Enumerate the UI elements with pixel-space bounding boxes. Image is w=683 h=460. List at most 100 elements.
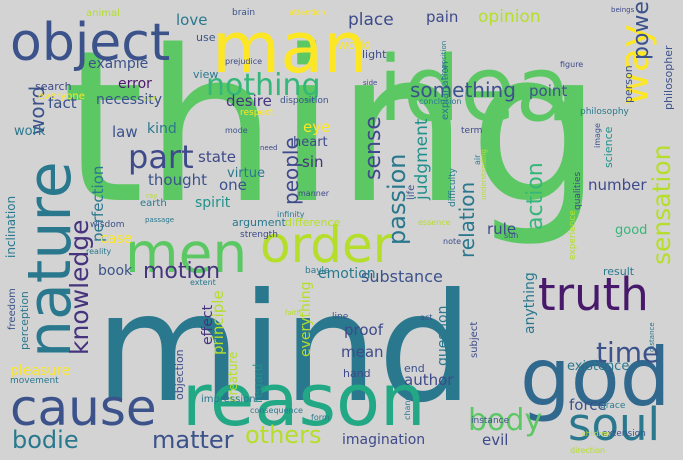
word-case: case bbox=[100, 231, 132, 247]
word-term: term bbox=[461, 126, 482, 136]
word-word: word bbox=[25, 86, 49, 135]
word-grace: grace bbox=[600, 401, 626, 411]
word-disposition: disposition bbox=[280, 96, 329, 106]
word-impression: impression bbox=[201, 394, 256, 405]
word-matter: matter bbox=[152, 426, 234, 454]
word-prejudice: prejudice bbox=[225, 57, 262, 66]
word-motion: motion bbox=[143, 259, 220, 284]
word-virtue: virtue bbox=[227, 166, 265, 181]
word-manner: manner bbox=[298, 189, 330, 198]
word-anything: anything bbox=[522, 272, 538, 334]
word-one: one bbox=[219, 176, 247, 194]
word-necessity: necessity bbox=[96, 92, 162, 108]
word-knowledge: knowledge bbox=[65, 219, 94, 355]
word-image: image bbox=[593, 123, 602, 148]
word-force: force bbox=[569, 396, 607, 414]
word-action: action bbox=[523, 162, 548, 230]
word-figure: figure bbox=[560, 60, 583, 69]
word-opinion: opinion bbox=[478, 7, 541, 27]
word-subject: subject bbox=[469, 322, 480, 358]
word-extent: extent bbox=[190, 278, 216, 287]
word-reason: reason bbox=[182, 358, 426, 442]
word-freedom: freedom bbox=[7, 288, 18, 330]
word-sort: sort bbox=[143, 95, 157, 103]
word-thought: thought bbox=[148, 171, 207, 189]
word-state: state bbox=[198, 148, 236, 166]
word-man: man bbox=[212, 7, 367, 89]
word-soul: soul bbox=[568, 398, 660, 451]
word-conclusion: conclusion bbox=[419, 97, 461, 106]
word-evil: evil bbox=[482, 431, 508, 449]
word-beings: beings bbox=[611, 6, 635, 14]
word-air: air bbox=[473, 154, 482, 165]
word-everyone: everyone bbox=[38, 91, 85, 102]
word-objection: objection bbox=[173, 349, 186, 400]
word-result: result bbox=[603, 265, 635, 278]
word-mode: mode bbox=[225, 126, 248, 135]
word-understanding: understanding bbox=[480, 149, 488, 200]
word-consequence: consequence bbox=[250, 406, 303, 415]
word-order: order bbox=[260, 216, 394, 274]
word-form: form bbox=[311, 413, 330, 422]
word-line: line bbox=[332, 312, 349, 322]
word-bayle: bayle bbox=[305, 266, 330, 276]
word-principle: principle bbox=[209, 290, 227, 355]
word-question: question bbox=[435, 306, 451, 366]
word-desire: desire bbox=[226, 92, 272, 110]
word-philosopher: philosopher bbox=[662, 45, 675, 110]
word-effect: effect bbox=[200, 304, 216, 345]
word-pain: pain bbox=[426, 8, 458, 26]
word-cause: cause bbox=[10, 379, 157, 437]
word-god: god bbox=[520, 331, 671, 424]
word-men: men bbox=[125, 221, 247, 285]
word-love: love bbox=[176, 11, 207, 29]
word-animal: animal bbox=[86, 8, 120, 19]
word-author: author bbox=[404, 371, 454, 389]
word-extension: extension bbox=[602, 429, 646, 439]
word-movement: movement bbox=[10, 376, 59, 386]
word-attention: attention bbox=[289, 8, 326, 17]
word-side: side bbox=[363, 79, 377, 87]
word-regard: regard bbox=[251, 364, 265, 403]
word-difficulty: difficulty bbox=[448, 167, 458, 207]
word-difference: difference bbox=[285, 216, 340, 229]
word-idea: idea bbox=[378, 37, 571, 142]
word-thing: thing bbox=[62, 5, 602, 250]
word-passion: passion bbox=[383, 153, 411, 245]
word-law: law bbox=[112, 123, 138, 141]
word-truth: truth bbox=[538, 268, 649, 321]
word-imagination: imagination bbox=[342, 432, 425, 448]
word-argument: argument bbox=[232, 216, 286, 229]
word-science: science bbox=[602, 126, 615, 168]
word-perception: perception bbox=[18, 291, 31, 350]
word-fact: fact bbox=[48, 94, 77, 112]
word-substance: substance bbox=[361, 267, 443, 286]
word-brain: brain bbox=[232, 8, 255, 18]
word-wisdom: wisdom bbox=[90, 220, 125, 230]
word-act: act bbox=[420, 313, 432, 322]
word-good: good bbox=[615, 223, 647, 238]
word-way: way bbox=[612, 24, 658, 105]
word-kind: kind bbox=[147, 121, 177, 137]
word-bodie: bodie bbox=[12, 426, 79, 454]
word-pleasure: pleasure bbox=[10, 363, 70, 379]
word-point: point bbox=[529, 82, 567, 100]
word-person: person bbox=[622, 65, 635, 103]
word-sin: sin bbox=[302, 153, 324, 171]
word-change: change bbox=[403, 390, 412, 420]
word-proposition: proposition bbox=[440, 41, 448, 80]
word-children: children bbox=[582, 430, 610, 438]
word-work: work bbox=[14, 124, 46, 139]
word-need: need bbox=[260, 144, 278, 152]
word-spirit: spirit bbox=[195, 195, 231, 211]
word-creature: creature bbox=[226, 352, 240, 402]
word-view: view bbox=[193, 68, 218, 81]
word-hand: hand bbox=[343, 367, 371, 380]
word-earth: earth bbox=[140, 198, 167, 209]
word-time: time bbox=[596, 336, 659, 369]
word-book: book bbox=[98, 263, 133, 279]
word-object: object bbox=[10, 13, 170, 73]
word-people: people bbox=[279, 137, 303, 205]
